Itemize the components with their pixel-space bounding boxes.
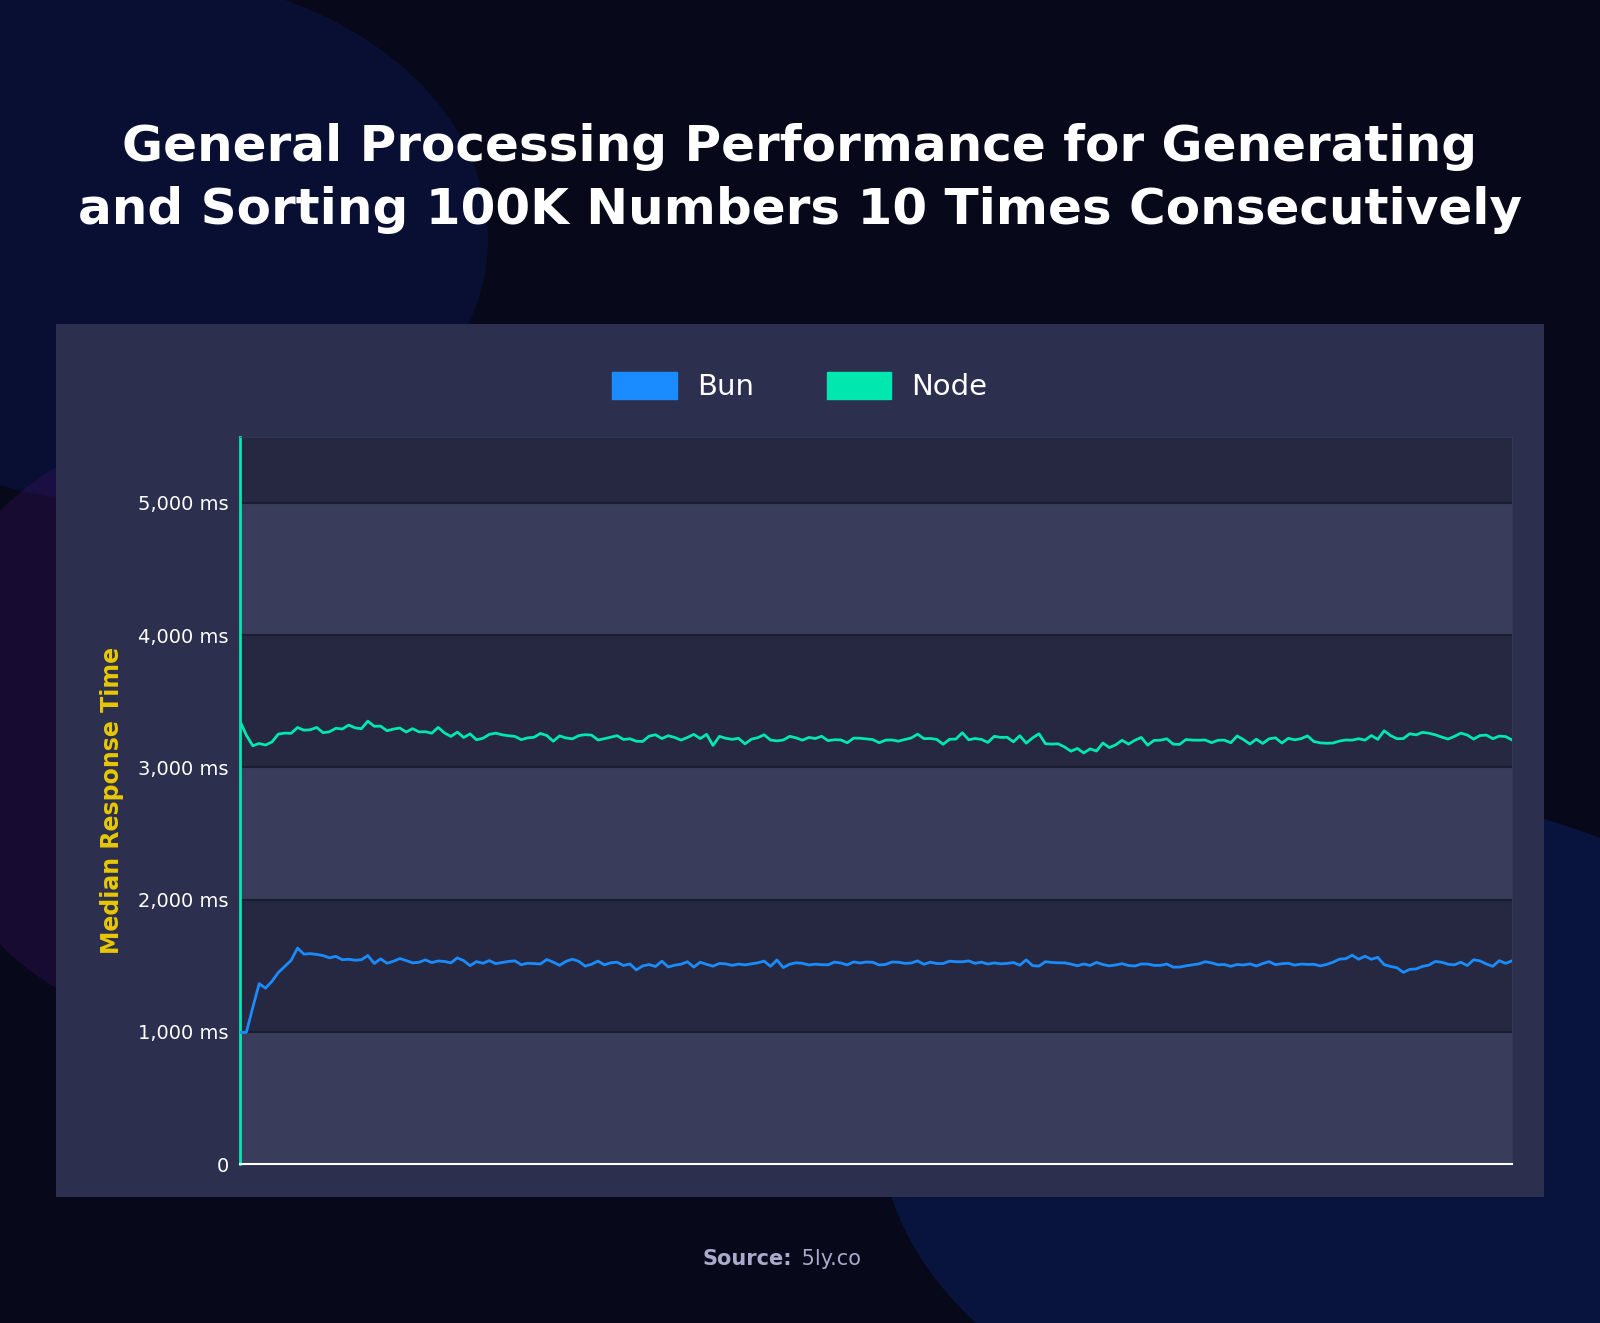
Ellipse shape xyxy=(880,794,1600,1323)
Bar xyxy=(240,503,1512,635)
Ellipse shape xyxy=(0,0,488,503)
Bar xyxy=(240,635,1512,767)
Y-axis label: Median Response Time: Median Response Time xyxy=(101,647,125,954)
Text: Source:: Source: xyxy=(702,1249,792,1270)
Bar xyxy=(240,767,1512,900)
Text: 5ly.co: 5ly.co xyxy=(795,1249,861,1270)
Bar xyxy=(240,900,1512,1032)
FancyBboxPatch shape xyxy=(34,311,1566,1211)
Bar xyxy=(240,1032,1512,1164)
Legend: Bun, Node: Bun, Node xyxy=(600,361,1000,413)
Ellipse shape xyxy=(0,430,472,1025)
Text: General Processing Performance for Generating
and Sorting 100K Numbers 10 Times : General Processing Performance for Gener… xyxy=(78,123,1522,234)
